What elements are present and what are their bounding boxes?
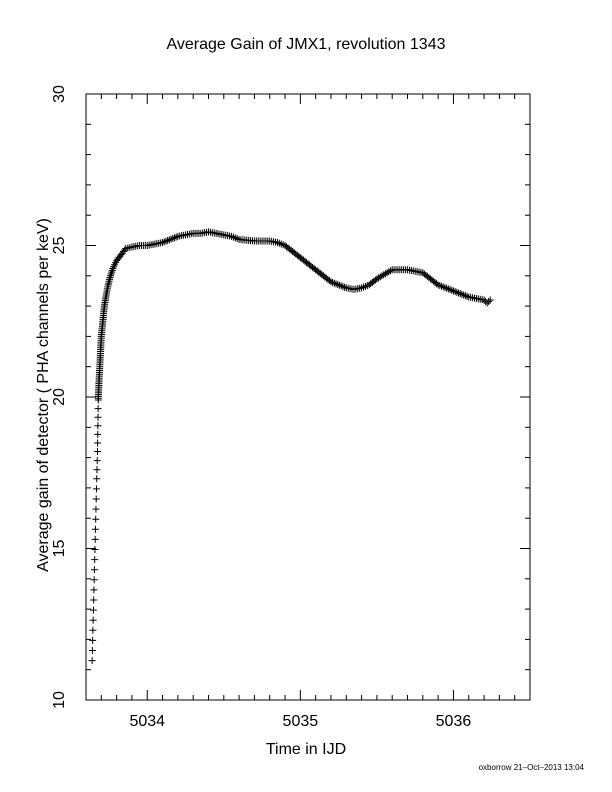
data-point	[108, 266, 116, 274]
data-point	[449, 287, 457, 295]
data-points	[88, 228, 494, 665]
data-point	[106, 272, 114, 280]
data-point	[89, 606, 97, 614]
data-point	[439, 283, 447, 291]
data-point	[170, 234, 178, 242]
data-point	[341, 283, 349, 291]
data-point	[448, 286, 456, 294]
data-point	[335, 281, 343, 289]
plot-frame	[85, 93, 531, 701]
data-point	[92, 485, 100, 493]
data-point	[90, 576, 98, 584]
y-tick-label: 15	[51, 540, 68, 558]
data-point	[453, 288, 461, 296]
data-point	[92, 505, 100, 513]
data-point	[434, 281, 442, 289]
y-axis-label: Average gain of detector ( PHA channels …	[35, 218, 52, 572]
x-tick-label: 5035	[283, 713, 319, 730]
data-point	[339, 283, 347, 291]
data-point	[167, 235, 175, 243]
data-point	[438, 282, 446, 290]
data-point	[89, 616, 97, 624]
data-point	[109, 265, 117, 273]
data-point	[334, 281, 342, 289]
footer-stamp: oxborrow 21–Oct–2013 13:04	[478, 763, 584, 772]
data-point	[231, 234, 239, 242]
data-point	[443, 284, 451, 292]
x-axis-ticks: 5034 5035 5036	[85, 94, 531, 730]
data-point	[164, 236, 172, 244]
data-point	[446, 286, 454, 294]
data-point	[486, 296, 494, 304]
data-point	[107, 270, 115, 278]
data-point	[483, 299, 491, 307]
data-point	[89, 636, 97, 644]
data-point	[94, 439, 102, 447]
data-point	[451, 288, 459, 296]
data-point	[455, 289, 463, 297]
data-point	[90, 586, 98, 594]
data-point	[458, 290, 466, 298]
data-point	[332, 280, 340, 288]
data-point	[91, 546, 99, 554]
data-point	[88, 647, 96, 655]
y-tick-label: 10	[51, 691, 68, 709]
data-point	[94, 422, 102, 430]
data-point	[93, 466, 101, 474]
data-point	[93, 475, 101, 483]
data-point	[441, 284, 449, 292]
y-tick-label: 30	[51, 85, 68, 103]
data-point	[330, 279, 338, 287]
data-point	[91, 525, 99, 533]
data-point	[460, 291, 468, 299]
data-point	[89, 626, 97, 634]
data-point	[436, 282, 444, 290]
data-point	[329, 279, 337, 287]
y-tick-label: 20	[51, 388, 68, 406]
data-point	[160, 238, 168, 246]
data-point	[463, 292, 471, 300]
data-point	[91, 556, 99, 564]
data-point	[162, 237, 170, 245]
data-point	[480, 296, 488, 304]
data-point	[90, 596, 98, 604]
data-point	[172, 233, 180, 241]
data-point	[485, 298, 493, 306]
data-point	[461, 292, 469, 300]
data-point	[93, 457, 101, 465]
data-point	[337, 282, 345, 290]
data-point	[94, 405, 102, 413]
y-tick-label: 25	[51, 237, 68, 255]
data-point	[159, 238, 167, 246]
data-point	[93, 448, 101, 456]
data-point	[169, 234, 177, 242]
data-point	[90, 566, 98, 574]
x-tick-label: 5034	[129, 713, 165, 730]
chart-title: Average Gain of JMX1, revolution 1343	[166, 36, 446, 53]
data-point	[92, 515, 100, 523]
data-point	[91, 535, 99, 543]
y-axis-ticks: 10 15 20 25 30	[51, 85, 530, 709]
data-point	[94, 413, 102, 421]
data-point	[108, 268, 116, 276]
x-axis-label: Time in IJD	[266, 741, 346, 758]
data-point	[165, 236, 173, 244]
x-tick-label: 5036	[436, 713, 472, 730]
data-point	[456, 290, 464, 298]
data-point	[88, 657, 96, 665]
data-point	[94, 430, 102, 438]
data-point	[387, 267, 395, 275]
data-point	[327, 278, 335, 286]
data-point	[92, 495, 100, 503]
data-point	[444, 285, 452, 293]
